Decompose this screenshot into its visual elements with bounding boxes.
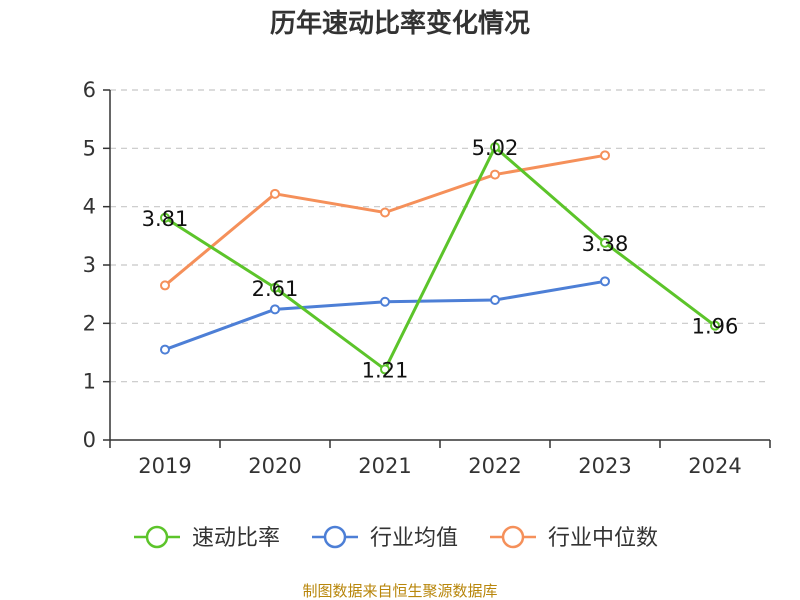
data-label-2024: 1.96: [692, 315, 739, 339]
y-tick-label-2: 2: [83, 311, 96, 335]
x-tick-label-2020: 2020: [248, 454, 301, 478]
series-0-point-2019: [160, 212, 170, 223]
y-tick-label-5: 5: [83, 136, 96, 160]
legend-label-2: 行业中位数: [548, 526, 658, 551]
series-2-point-2022: [490, 169, 500, 180]
series-1-point-2020: [270, 304, 280, 315]
data-label-2019: 3.81: [142, 207, 189, 231]
series-2-point-2023: [600, 150, 610, 161]
data-label-2021: 1.21: [362, 358, 409, 382]
y-tick-label-0: 0: [83, 428, 96, 452]
legend-item-1: 行业均值: [312, 525, 458, 551]
series-0-point-2021: [380, 364, 390, 375]
series-line-0: [164, 145, 716, 371]
series-0-point-2024: [710, 320, 720, 331]
series-2-point-2020: [270, 188, 280, 199]
series-0-point-2022: [490, 142, 500, 153]
y-tick-label-3: 3: [83, 253, 96, 277]
x-tick-label-2024: 2024: [688, 454, 741, 478]
x-tick-label-2019: 2019: [138, 454, 191, 478]
legend-label-1: 行业均值: [370, 526, 458, 551]
axes: 0 1 2 3 4 5 6 2019 2020 2021 2022 2023 2024: [83, 78, 771, 478]
series-line-2: [164, 153, 606, 287]
data-label-2022: 5.02: [472, 136, 519, 160]
series-1-point-2019: [160, 344, 170, 355]
series-2-point-2021: [380, 207, 390, 218]
series-0-point-2023: [600, 237, 610, 248]
legend-item-2: 行业中位数: [490, 525, 658, 551]
legend-label-0: 速动比率: [192, 526, 280, 551]
data-labels: 3.81 2.61 1.21 5.02 3.38 1.96: [142, 136, 739, 382]
source-note: 制图数据来自恒生聚源数据库: [302, 582, 497, 600]
y-tick-label-4: 4: [83, 195, 96, 219]
data-label-2023: 3.38: [582, 232, 629, 256]
legend: 速动比率 行业均值 行业中位数: [134, 525, 658, 551]
series-1-point-2021: [380, 296, 390, 307]
legend-marker-icon: [323, 525, 347, 549]
x-tick-label-2021: 2021: [358, 454, 411, 478]
chart-title: 历年速动比率变化情况: [270, 8, 530, 39]
x-tick-label-2022: 2022: [468, 454, 521, 478]
series-1-point-2022: [490, 295, 500, 305]
series-2-point-2019: [160, 280, 170, 291]
y-tick-label-1: 1: [83, 370, 96, 394]
series-line-1: [164, 279, 606, 351]
series-1-point-2023: [600, 276, 610, 287]
legend-marker-icon: [145, 525, 169, 549]
y-tick-label-6: 6: [83, 78, 96, 102]
grid-lines: [110, 89, 770, 383]
series-0-point-2020: [270, 282, 280, 293]
x-tick-label-2023: 2023: [578, 454, 631, 478]
legend-item-0: 速动比率: [134, 525, 280, 551]
legend-marker-icon: [501, 525, 525, 549]
data-label-2020: 2.61: [252, 277, 299, 301]
series-group: [160, 142, 720, 375]
